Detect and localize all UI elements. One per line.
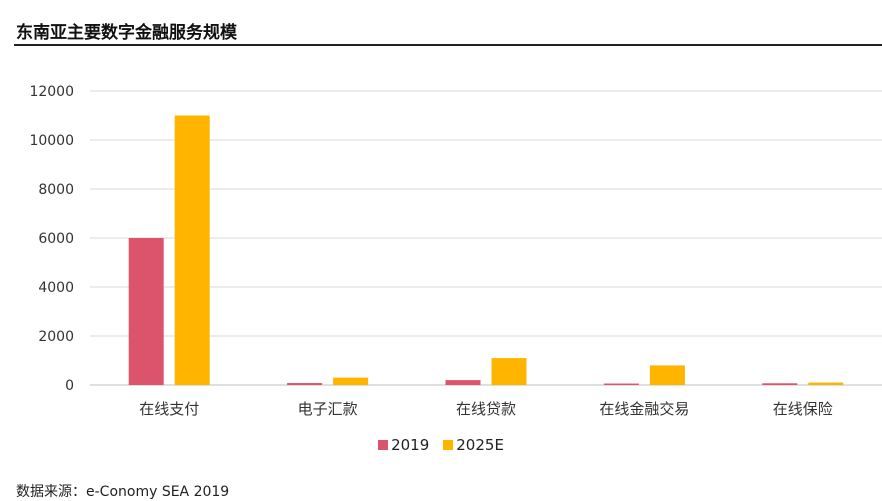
x-tick-label: 在线保险 xyxy=(773,400,833,418)
x-tick-label: 在线金融交易 xyxy=(599,400,689,418)
bar-2019 xyxy=(762,383,798,385)
legend-swatch-2019 xyxy=(378,440,389,450)
x-tick-label: 在线贷款 xyxy=(456,400,516,418)
bar-2025e xyxy=(649,365,685,385)
bar-2019 xyxy=(445,380,481,385)
y-tick-label: 2000 xyxy=(38,329,74,345)
bar-2019 xyxy=(603,383,639,385)
x-tick-label: 电子汇款 xyxy=(298,400,358,418)
legend-label-2025e: 2025E xyxy=(456,436,504,454)
y-tick-label: 4000 xyxy=(38,280,74,296)
legend-label-2019: 2019 xyxy=(391,436,430,454)
y-tick-label: 10000 xyxy=(29,133,74,149)
title-divider xyxy=(14,44,882,46)
bar-2019 xyxy=(128,238,164,385)
bar-2025e xyxy=(333,377,369,385)
legend-swatch-2025e xyxy=(443,440,454,450)
bar-2025e xyxy=(174,115,210,385)
y-tick-label: 0 xyxy=(65,378,74,394)
bar-2019 xyxy=(287,383,323,385)
legend-item-2019: 2019 xyxy=(378,436,429,454)
bar-chart: 0 2000 4000 6000 8000 10000 12000 在线支付 电子汇款 在线贷款 在… xyxy=(29,84,882,418)
data-source-note: 数据来源：e-Conomy SEA 2019 xyxy=(16,484,230,500)
chart-legend: 2019 2025E xyxy=(0,436,882,454)
legend-item-2025e: 2025E xyxy=(443,436,504,454)
y-tick-label: 8000 xyxy=(38,182,74,198)
y-tick-label: 12000 xyxy=(29,84,74,100)
y-tick-label: 6000 xyxy=(38,231,74,247)
bar-2025e xyxy=(491,358,527,385)
chart-title: 东南亚主要数字金融服务规模 xyxy=(16,23,237,43)
x-tick-label: 在线支付 xyxy=(139,400,199,418)
bar-2025e xyxy=(808,382,844,385)
